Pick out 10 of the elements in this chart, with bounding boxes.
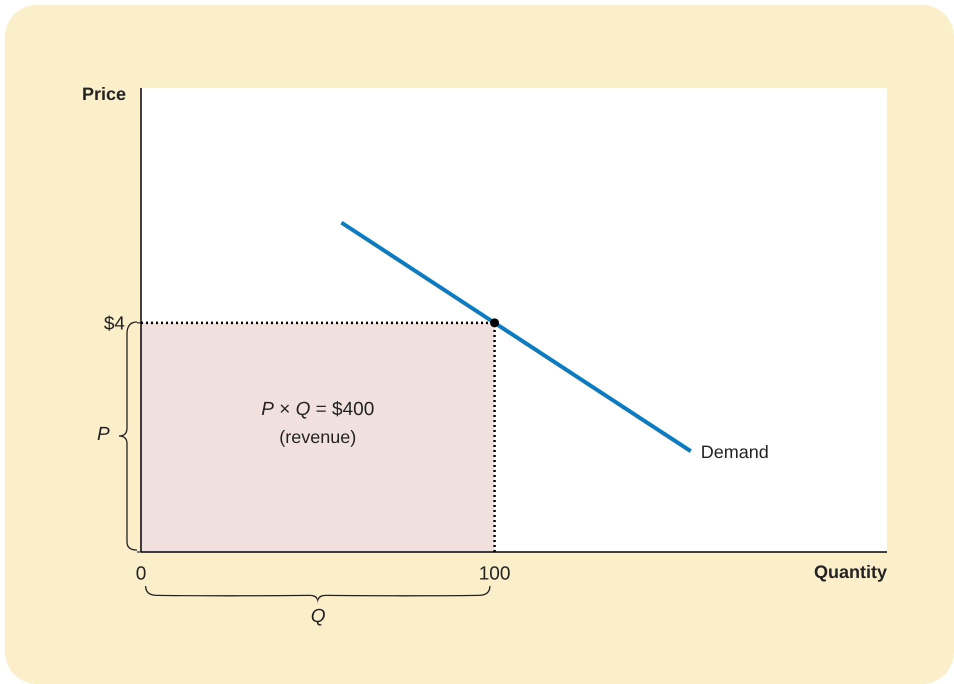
series-label: Demand <box>700 442 769 462</box>
x-tick-label: 0 <box>136 563 146 584</box>
annotation: (revenue) <box>278 426 358 448</box>
y-tick-label: $4 <box>104 314 126 335</box>
text: Q <box>310 606 326 628</box>
text: P <box>97 424 110 446</box>
x-tick-label: 100 <box>478 563 510 584</box>
annotation: P × Q = $400 <box>261 398 374 420</box>
x-axis-title: Quantity <box>814 562 887 583</box>
y-axis-title: Price <box>82 84 126 105</box>
